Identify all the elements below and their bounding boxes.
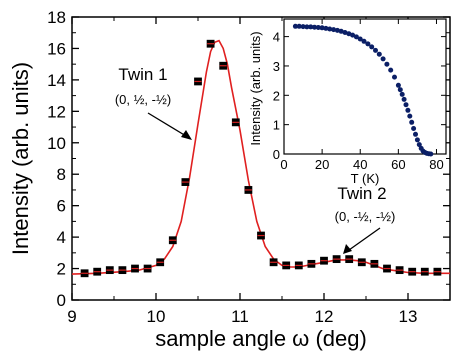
inset-data-point — [407, 113, 413, 119]
y-tick-label: 0 — [57, 291, 66, 310]
twin2-arrow-head — [343, 244, 352, 254]
inset-data-point — [331, 27, 337, 33]
inset-data-point — [380, 56, 386, 62]
twin1-label: Twin 1 — [118, 65, 167, 84]
inset-data-point — [338, 28, 344, 34]
inset-data-point — [428, 151, 434, 157]
inset-data-point — [300, 24, 306, 30]
y-tick-label: 6 — [57, 197, 66, 216]
x-axis-label: sample angle ω (deg) — [155, 326, 367, 351]
inset-x-axis-label: T (K) — [351, 171, 380, 186]
inset-data-point — [357, 36, 363, 42]
inset-data-point — [369, 44, 375, 50]
inset-data-point — [365, 41, 371, 47]
x-tick-label: 10 — [147, 307, 166, 326]
inset-data-point — [376, 51, 382, 57]
inset-y-axis-label: Intensity (arb. units) — [248, 31, 263, 145]
inset-data-point — [411, 126, 417, 131]
inset-data-point — [403, 102, 409, 108]
inset-data-point — [315, 25, 321, 30]
inset-data-point — [296, 23, 302, 29]
inset-data-point — [401, 96, 407, 102]
inset-data-point — [361, 38, 367, 44]
inset-data-point — [388, 67, 394, 73]
inset-y-tick-label: 2 — [273, 88, 280, 103]
inset-data-point — [308, 24, 314, 30]
inset-x-tick-label: 80 — [429, 157, 443, 172]
inset-data-point — [323, 25, 329, 31]
inset-x-tick-label: 20 — [315, 157, 329, 172]
inset-data-point — [405, 107, 411, 113]
twin2-arrow-line — [348, 227, 381, 251]
inset-data-point — [327, 26, 333, 32]
inset-data-point — [384, 61, 390, 67]
inset-data-point — [397, 87, 403, 93]
inset-data-point — [319, 25, 325, 31]
inset-data-point — [399, 91, 405, 97]
inset-data-point — [395, 82, 401, 88]
inset-x-tick-label: 60 — [391, 157, 405, 172]
y-tick-label: 2 — [57, 260, 66, 279]
inset-data-point — [409, 119, 415, 125]
y-tick-label: 10 — [47, 134, 66, 153]
inset-data-point — [413, 131, 418, 137]
y-tick-label: 16 — [47, 39, 66, 58]
inset-data-point — [350, 32, 356, 38]
y-tick-label: 8 — [57, 165, 66, 184]
inset-x-tick-label: 0 — [280, 157, 287, 172]
inset-data-point — [334, 27, 340, 33]
y-tick-label: 18 — [47, 8, 66, 27]
y-tick-label: 14 — [47, 71, 66, 90]
inset-data-point — [392, 74, 397, 80]
twin1-arrow-head — [181, 130, 192, 140]
x-tick-label: 12 — [315, 307, 334, 326]
inset-data-point — [292, 23, 298, 29]
inset-y-tick-label: 1 — [273, 118, 280, 133]
main-marks — [71, 39, 450, 278]
inset-y-tick-label: 3 — [273, 59, 280, 74]
y-tick-label: 12 — [47, 102, 66, 121]
twin1-index: (0, ½, -½) — [115, 92, 171, 107]
inset-data-point — [373, 47, 378, 53]
inset-data-point — [304, 24, 310, 30]
inset-y-tick-label: 4 — [273, 30, 280, 45]
y-tick-label: 4 — [57, 228, 66, 247]
inset-data-point — [342, 30, 348, 35]
x-tick-label: 11 — [231, 307, 249, 326]
inset-data-point — [414, 137, 420, 143]
x-tick-label: 9 — [67, 307, 76, 326]
twin2-label: Twin 2 — [337, 184, 386, 203]
twin2-index: (0, -½, -½) — [335, 209, 396, 224]
inset-data-point — [416, 142, 422, 148]
inset-chart: 0 20 40 60 80 0 1 2 3 4 T (K) Intensity (arb. units… — [248, 18, 447, 186]
x-tick-label: 13 — [399, 307, 418, 326]
inset-data-point — [312, 24, 317, 30]
annotations: Twin 1 (0, ½, -½) Twin 2 (0, -½, -½) — [115, 65, 396, 254]
inset-data-point — [346, 31, 352, 37]
inset-x-tick-label: 40 — [353, 157, 367, 172]
inset-data-point — [353, 34, 359, 40]
twin1-arrow-line — [147, 112, 187, 137]
inset-y-tick-label: 0 — [273, 147, 280, 162]
y-axis-label: Intensity (arb. units) — [8, 62, 33, 255]
